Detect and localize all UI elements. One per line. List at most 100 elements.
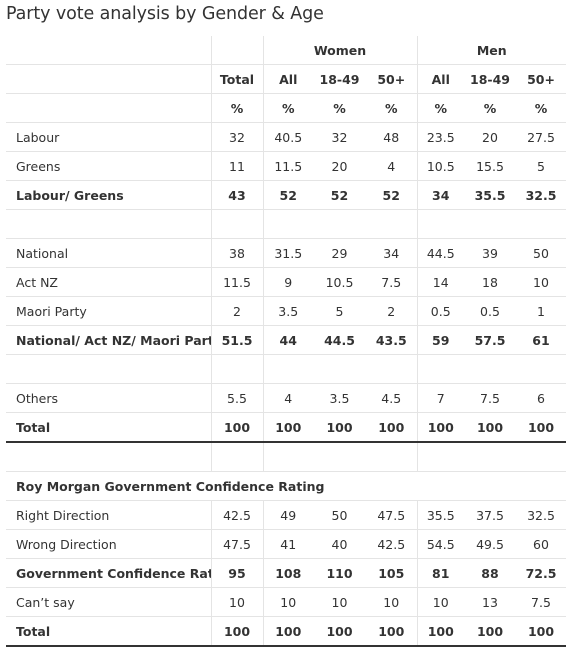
cell: 7.5 (366, 267, 417, 297)
cell: 100 (464, 412, 516, 443)
cell: 4 (262, 383, 313, 413)
cell: 15.5 (464, 151, 516, 181)
cell: 57.5 (464, 325, 516, 355)
cell: 52 (262, 180, 313, 210)
header-col-men-all: All (416, 64, 464, 94)
spacer-row (6, 354, 566, 384)
cell: 43.5 (366, 325, 417, 355)
header-col-women-50plus: 50+ (366, 64, 417, 94)
cell: 20 (313, 151, 366, 181)
table-row-labour-greens: Labour/ Greens 43 52 52 52 34 35.5 32.5 (6, 180, 566, 210)
cell: 47.5 (210, 529, 263, 559)
cell: 0.5 (416, 296, 464, 326)
cell: 100 (313, 412, 366, 443)
cell: 59 (416, 325, 464, 355)
cell: 11.5 (262, 151, 313, 181)
cell: 9 (262, 267, 313, 297)
cell: 34 (416, 180, 464, 210)
cell: 32 (313, 122, 366, 152)
cell: 7.5 (464, 383, 516, 413)
cell: 10 (516, 267, 566, 297)
cell: 4.5 (366, 383, 417, 413)
cell: 100 (416, 412, 464, 443)
section-heading-label: Roy Morgan Government Confidence Rating (6, 471, 566, 501)
cell: 34 (366, 238, 417, 268)
table-row-national-act-maori: National/ Act NZ/ Maori Party 51.5 44 44… (6, 325, 566, 355)
cell: 6 (516, 383, 566, 413)
header-col-men-50plus: 50+ (516, 64, 566, 94)
cell: 108 (262, 558, 313, 588)
cell: 100 (516, 616, 566, 647)
header-women: Women (262, 36, 417, 65)
cell: 105 (366, 558, 417, 588)
cell: 61 (516, 325, 566, 355)
cell: 60 (516, 529, 566, 559)
spacer-row (6, 209, 566, 239)
cell: 51.5 (210, 325, 263, 355)
header-men: Men (416, 36, 566, 65)
party-vote-table: Women Men Total All 18-49 50+ All 18-49 … (6, 36, 566, 647)
cell: 38 (210, 238, 263, 268)
cell: 32.5 (516, 500, 566, 530)
table-row-national: National 38 31.5 29 34 44.5 39 50 (6, 238, 566, 268)
cell: 35.5 (416, 500, 464, 530)
cell: 32.5 (516, 180, 566, 210)
unit-cell: % (313, 93, 366, 123)
spacer-row (6, 442, 566, 472)
unit-cell: % (210, 93, 263, 123)
cell: 48 (366, 122, 417, 152)
cell: 49 (262, 500, 313, 530)
cell: 100 (366, 412, 417, 443)
table-row-maori-party: Maori Party 2 3.5 5 2 0.5 0.5 1 (6, 296, 566, 326)
cell: 44.5 (313, 325, 366, 355)
header-columns-row: Total All 18-49 50+ All 18-49 50+ (6, 64, 566, 94)
page-title: Party vote analysis by Gender & Age (6, 4, 324, 24)
cell: 14 (416, 267, 464, 297)
cell: 44 (262, 325, 313, 355)
cell: 100 (416, 616, 464, 647)
header-units-row: % % % % % % % (6, 93, 566, 123)
cell: 4 (366, 151, 417, 181)
cell: 10 (416, 587, 464, 617)
cell: 52 (313, 180, 366, 210)
cell: 41 (262, 529, 313, 559)
table-row-labour: Labour 32 40.5 32 48 23.5 20 27.5 (6, 122, 566, 152)
cell: 1 (516, 296, 566, 326)
row-label: Others (6, 383, 211, 413)
cell: 2 (210, 296, 263, 326)
cell: 5.5 (210, 383, 263, 413)
cell: 10 (366, 587, 417, 617)
cell: 11 (210, 151, 263, 181)
cell: 10 (210, 587, 263, 617)
unit-cell: % (262, 93, 313, 123)
cell: 37.5 (464, 500, 516, 530)
header-empty-cell (6, 64, 211, 94)
cell: 18 (464, 267, 516, 297)
row-label: Total (6, 616, 211, 647)
cell: 20 (464, 122, 516, 152)
cell: 10.5 (416, 151, 464, 181)
cell: 100 (516, 412, 566, 443)
cell: 10 (262, 587, 313, 617)
cell: 10.5 (313, 267, 366, 297)
row-label: Government Confidence Rating (6, 558, 211, 588)
row-label: National (6, 238, 211, 268)
cell: 3.5 (313, 383, 366, 413)
header-empty-cell (6, 36, 211, 65)
cell: 47.5 (366, 500, 417, 530)
unit-cell: % (464, 93, 516, 123)
unit-cell: % (366, 93, 417, 123)
table-row-others: Others 5.5 4 3.5 4.5 7 7.5 6 (6, 383, 566, 413)
cell: 27.5 (516, 122, 566, 152)
table-row-total-confidence: Total 100 100 100 100 100 100 100 (6, 616, 566, 647)
section-heading-confidence: Roy Morgan Government Confidence Rating (6, 471, 566, 501)
cell: 13 (464, 587, 516, 617)
cell: 7.5 (516, 587, 566, 617)
unit-cell: % (516, 93, 566, 123)
cell: 52 (366, 180, 417, 210)
row-label: Labour/ Greens (6, 180, 211, 210)
table-row-government-confidence-rating: Government Confidence Rating 95 108 110 … (6, 558, 566, 588)
cell: 88 (464, 558, 516, 588)
row-label: Maori Party (6, 296, 211, 326)
cell: 50 (313, 500, 366, 530)
